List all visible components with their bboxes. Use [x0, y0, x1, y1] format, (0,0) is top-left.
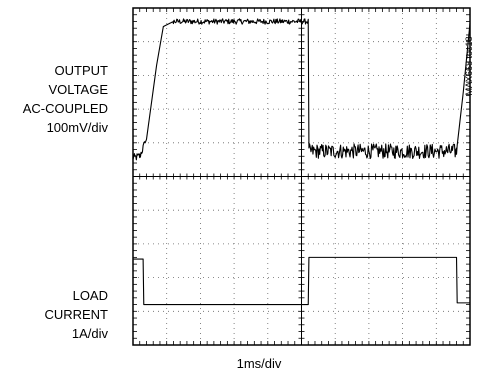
plot-frame	[132, 7, 471, 346]
load-current-label-line-1: LOAD	[72, 288, 108, 303]
load-current-trace	[133, 256, 470, 306]
output-voltage-scale: 100mV/div	[46, 120, 108, 135]
scope-graticule	[132, 7, 471, 346]
output-voltage-label-line-3: AC-COUPLED	[22, 101, 108, 116]
output-voltage-label-line-2: VOLTAGE	[48, 82, 108, 97]
load-current-scale: 1A/div	[71, 326, 108, 341]
output-voltage-label-line-1: OUTPUT	[54, 63, 108, 78]
x-axis-scale-label: 1ms/div	[236, 356, 282, 371]
output-voltage-label: OUTPUT VOLTAGE AC-COUPLED 100mV/div	[23, 61, 108, 137]
load-current-label-line-2: CURRENT	[44, 307, 108, 322]
output-voltage-trace	[132, 18, 471, 161]
scope-traces	[132, 18, 471, 306]
figure-tag: MAX668 toc18	[464, 36, 474, 96]
load-current-label: LOAD CURRENT 1A/div	[44, 286, 108, 343]
